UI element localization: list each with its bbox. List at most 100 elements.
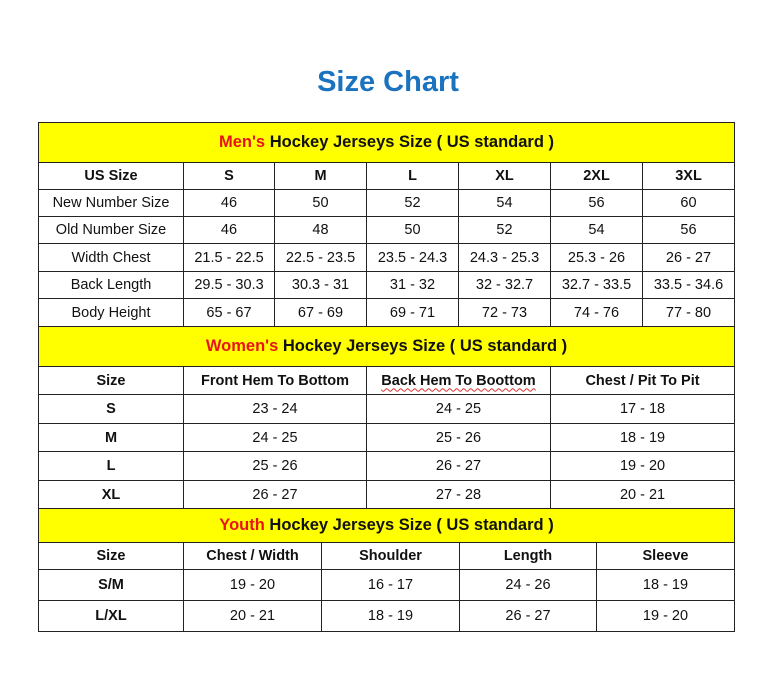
table-cell: 67 - 69 xyxy=(274,298,367,327)
womens-header-row: Size Front Hem To Bottom Back Hem To Boott… xyxy=(38,366,736,395)
row-label: New Number Size xyxy=(38,189,184,217)
column-header-label: Size xyxy=(96,372,126,389)
column-header-label: Length xyxy=(503,548,553,564)
section-heading-accent: Youth xyxy=(219,516,265,534)
column-header: Length xyxy=(459,542,597,570)
table-cell: 52 xyxy=(458,216,551,244)
table-cell: 69 - 71 xyxy=(366,298,459,327)
table-cell: 54 xyxy=(458,189,551,217)
table-cell: 24.3 - 25.3 xyxy=(458,243,551,272)
page-title: Size Chart xyxy=(317,66,459,98)
column-header: Front Hem To Bottom xyxy=(183,366,367,395)
section-heading-accent: Men's xyxy=(219,133,266,151)
table-cell: 50 xyxy=(274,189,367,217)
table-cell: 27 - 28 xyxy=(366,480,551,509)
column-header-label: Chest / Width xyxy=(206,548,299,564)
table-cell: 18 - 19 xyxy=(321,600,460,632)
table-cell: 25.3 - 26 xyxy=(550,243,643,272)
row-label: L xyxy=(38,451,184,481)
column-header: Shoulder xyxy=(321,542,460,570)
column-header: S xyxy=(183,162,275,190)
youth-section-heading-row: Youth Hockey Jerseys Size ( US standard … xyxy=(37,508,736,543)
table-cell: 19 - 20 xyxy=(183,569,322,601)
table-cell: 25 - 26 xyxy=(366,423,551,452)
row-label: S xyxy=(38,394,184,424)
mens-section-heading-row: Men's Hockey Jerseys Size ( US standard … xyxy=(38,122,735,163)
table-cell: 20 - 21 xyxy=(549,480,736,509)
table-cell: 31 - 32 xyxy=(366,271,459,299)
womens-section-heading-row: Women's Hockey Jerseys Size ( US standar… xyxy=(37,326,736,367)
column-header: XL xyxy=(458,162,551,190)
table-cell: 24 - 26 xyxy=(459,569,597,601)
table-row: New Number Size 46 50 52 54 56 60 xyxy=(38,189,735,217)
table-cell: 26 - 27 xyxy=(183,480,367,509)
column-header-label: 3XL xyxy=(675,168,702,184)
table-cell: 30.3 - 31 xyxy=(274,271,367,299)
youth-size-table: Youth Hockey Jerseys Size ( US standard … xyxy=(37,508,736,632)
column-header: 3XL xyxy=(642,162,735,190)
table-cell: 65 - 67 xyxy=(183,298,275,327)
table-cell: 56 xyxy=(642,216,735,244)
table-row: Back Length 29.5 - 30.3 30.3 - 31 31 - 32 32… xyxy=(38,271,735,299)
table-cell: 16 - 17 xyxy=(321,569,460,601)
column-header: L xyxy=(366,162,459,190)
row-label: XL xyxy=(38,480,184,509)
table-cell: 22.5 - 23.5 xyxy=(274,243,367,272)
table-row: S/M 19 - 20 16 - 17 24 - 26 18 - 19 xyxy=(38,569,736,601)
table-cell: 46 xyxy=(183,216,275,244)
table-cell: 23.5 - 24.3 xyxy=(366,243,459,272)
youth-section-heading: Youth Hockey Jerseys Size ( US standard … xyxy=(37,508,736,543)
mens-section-heading: Men's Hockey Jerseys Size ( US standard … xyxy=(38,122,735,163)
column-header-label: S xyxy=(224,168,234,184)
column-header-label: Shoulder xyxy=(359,548,422,564)
column-header-label: Sleeve xyxy=(642,548,689,564)
table-cell: 56 xyxy=(550,189,643,217)
row-label: M xyxy=(38,423,184,452)
table-cell: 21.5 - 22.5 xyxy=(183,243,275,272)
column-header: Size xyxy=(38,542,184,570)
section-heading-text: Hockey Jerseys Size ( US standard ) xyxy=(264,516,554,534)
table-cell: 33.5 - 34.6 xyxy=(642,271,735,299)
table-cell: 17 - 18 xyxy=(549,394,736,424)
table-cell: 19 - 20 xyxy=(549,451,736,481)
row-label: Old Number Size xyxy=(38,216,184,244)
table-cell: 26 - 27 xyxy=(642,243,735,272)
table-cell: 77 - 80 xyxy=(642,298,735,327)
table-cell: 74 - 76 xyxy=(550,298,643,327)
youth-header-row: Size Chest / Width Shoulder Length Sleeve xyxy=(38,542,736,570)
table-cell: 25 - 26 xyxy=(183,451,367,481)
row-label: L/XL xyxy=(38,600,184,632)
row-label: Body Height xyxy=(38,298,184,327)
table-cell: 18 - 19 xyxy=(549,423,736,452)
row-label: Width Chest xyxy=(38,243,184,272)
column-header: Back Hem To Boottom xyxy=(366,366,551,395)
womens-size-table: Women's Hockey Jerseys Size ( US standar… xyxy=(37,326,736,509)
table-row: XL 26 - 27 27 - 28 20 - 21 xyxy=(38,480,736,509)
table-cell: 29.5 - 30.3 xyxy=(183,271,275,299)
column-header: 2XL xyxy=(550,162,643,190)
table-cell: 48 xyxy=(274,216,367,244)
column-header-label: L xyxy=(408,168,417,184)
column-header-label: Back Hem To Boottom xyxy=(381,372,536,389)
section-heading-text: Hockey Jerseys Size ( US standard ) xyxy=(278,337,568,355)
column-header-label: Front Hem To Bottom xyxy=(201,372,349,389)
column-header-label: 2XL xyxy=(583,168,610,184)
table-cell: 26 - 27 xyxy=(459,600,597,632)
table-row: L/XL 20 - 21 18 - 19 26 - 27 19 - 20 xyxy=(38,600,736,632)
column-header: Size xyxy=(38,366,184,395)
table-row: Old Number Size 46 48 50 52 54 56 xyxy=(38,216,735,244)
row-label: Back Length xyxy=(38,271,184,299)
column-header: Chest / Width xyxy=(183,542,322,570)
table-cell: 52 xyxy=(366,189,459,217)
table-cell: 50 xyxy=(366,216,459,244)
womens-section-heading: Women's Hockey Jerseys Size ( US standar… xyxy=(37,326,736,367)
column-header: Chest / Pit To Pit xyxy=(549,366,736,395)
table-cell: 46 xyxy=(183,189,275,217)
section-heading-accent: Women's xyxy=(205,337,279,355)
column-header-label: Chest / Pit To Pit xyxy=(585,372,700,389)
table-cell: 18 - 19 xyxy=(595,569,736,601)
mens-header-row: US Size S M L XL 2XL 3XL xyxy=(38,162,735,190)
column-header-label: M xyxy=(314,168,327,184)
table-cell: 20 - 21 xyxy=(183,600,322,632)
table-cell: 19 - 20 xyxy=(595,600,736,632)
